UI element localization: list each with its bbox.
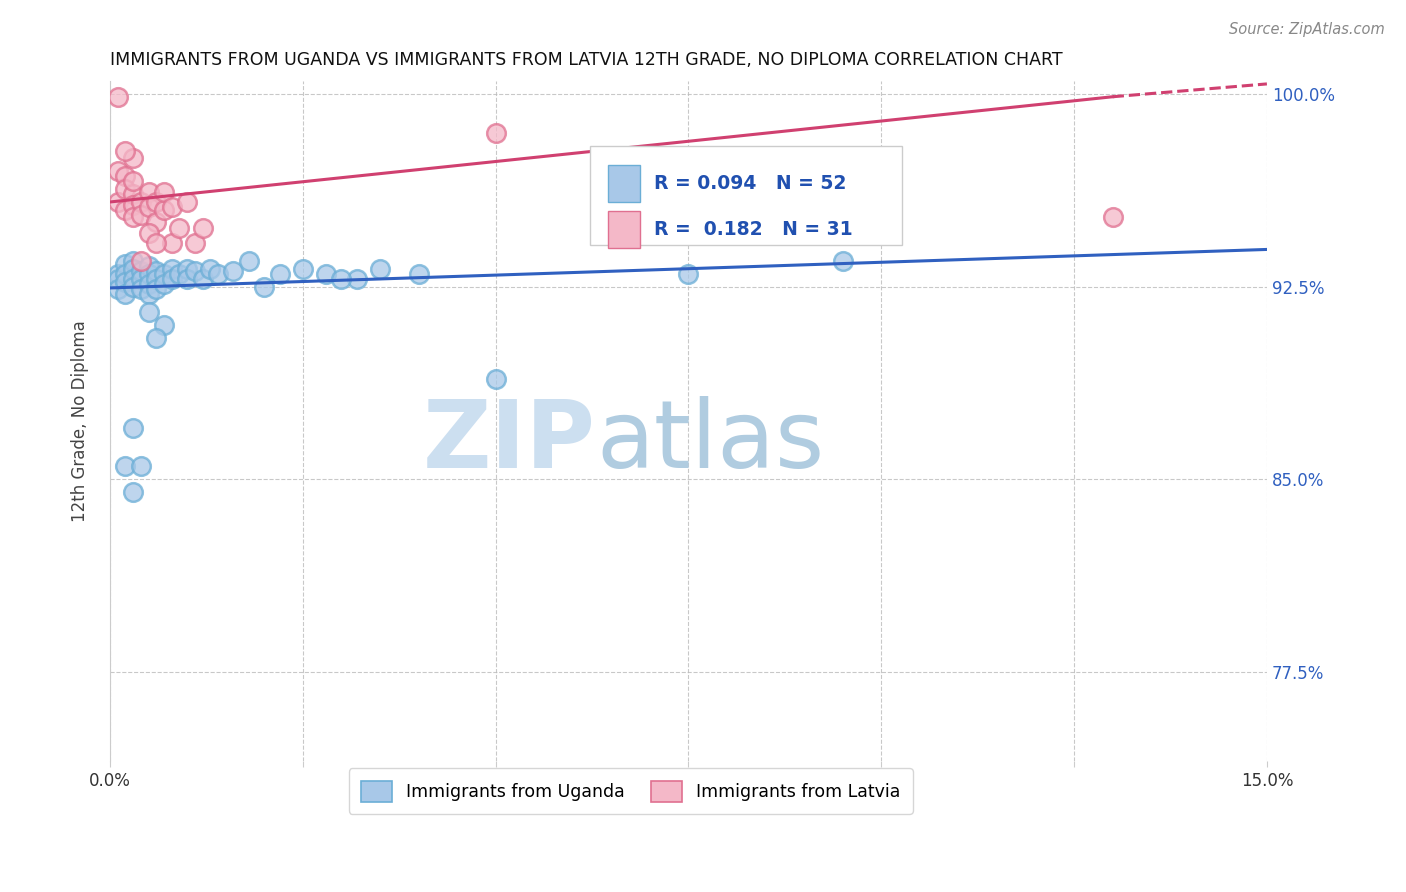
Point: [330, 272, 353, 286]
Point: [153, 277, 176, 291]
Point: [138, 287, 160, 301]
Point: [1101, 211, 1123, 225]
Point: [184, 264, 207, 278]
Point: [129, 264, 152, 278]
Point: [107, 194, 129, 209]
Point: [153, 202, 176, 217]
Point: [145, 264, 167, 278]
Point: [138, 305, 160, 319]
Point: [145, 331, 167, 345]
Point: [122, 152, 145, 166]
Point: [160, 272, 183, 286]
Point: [346, 272, 368, 286]
Point: [153, 318, 176, 333]
Point: [160, 261, 183, 276]
FancyBboxPatch shape: [607, 165, 640, 202]
Point: [169, 267, 191, 281]
Point: [160, 235, 183, 250]
Point: [122, 174, 145, 188]
Point: [122, 197, 145, 211]
Point: [122, 211, 145, 225]
Text: Source: ZipAtlas.com: Source: ZipAtlas.com: [1229, 22, 1385, 37]
Point: [368, 261, 391, 276]
Point: [176, 194, 198, 209]
Point: [485, 126, 508, 140]
Text: IMMIGRANTS FROM UGANDA VS IMMIGRANTS FROM LATVIA 12TH GRADE, NO DIPLOMA CORRELAT: IMMIGRANTS FROM UGANDA VS IMMIGRANTS FRO…: [110, 51, 1063, 69]
Point: [238, 254, 260, 268]
Point: [176, 261, 198, 276]
Point: [114, 182, 136, 196]
Point: [114, 459, 136, 474]
Text: R =  0.182   N = 31: R = 0.182 N = 31: [654, 220, 852, 239]
Point: [153, 185, 176, 199]
Point: [114, 169, 136, 184]
Point: [138, 226, 160, 240]
Point: [129, 208, 152, 222]
Point: [129, 282, 152, 296]
Point: [138, 200, 160, 214]
Point: [191, 272, 214, 286]
Point: [191, 220, 214, 235]
Point: [114, 287, 136, 301]
FancyBboxPatch shape: [591, 146, 903, 244]
Point: [831, 254, 853, 268]
Point: [114, 202, 136, 217]
Point: [291, 261, 314, 276]
Point: [122, 187, 145, 202]
Point: [184, 235, 207, 250]
Point: [485, 372, 508, 386]
Point: [122, 485, 145, 500]
Point: [145, 215, 167, 229]
Point: [176, 272, 198, 286]
Point: [207, 267, 229, 281]
Point: [253, 279, 276, 293]
Point: [122, 272, 145, 286]
FancyBboxPatch shape: [607, 211, 640, 249]
Point: [222, 264, 245, 278]
Point: [114, 256, 136, 270]
Point: [269, 267, 291, 281]
Point: [145, 194, 167, 209]
Point: [122, 261, 145, 276]
Point: [129, 194, 152, 209]
Point: [145, 282, 167, 296]
Point: [107, 267, 129, 281]
Text: R = 0.094   N = 52: R = 0.094 N = 52: [654, 174, 846, 193]
Text: ZIP: ZIP: [423, 396, 596, 488]
Point: [678, 267, 700, 281]
Point: [138, 259, 160, 273]
Point: [138, 267, 160, 281]
Point: [315, 267, 337, 281]
Point: [145, 235, 167, 250]
Point: [200, 261, 222, 276]
Point: [129, 459, 152, 474]
Point: [107, 89, 129, 103]
Point: [107, 164, 129, 178]
Point: [145, 272, 167, 286]
Legend: Immigrants from Uganda, Immigrants from Latvia: Immigrants from Uganda, Immigrants from …: [349, 769, 912, 814]
Point: [122, 279, 145, 293]
Point: [129, 254, 152, 268]
Text: atlas: atlas: [596, 396, 824, 488]
Point: [122, 421, 145, 435]
Point: [122, 254, 145, 268]
Point: [114, 275, 136, 289]
Point: [107, 272, 129, 286]
Y-axis label: 12th Grade, No Diploma: 12th Grade, No Diploma: [72, 320, 89, 522]
Point: [107, 282, 129, 296]
Point: [153, 267, 176, 281]
Point: [169, 220, 191, 235]
Point: [114, 267, 136, 281]
Point: [138, 277, 160, 291]
Point: [129, 272, 152, 286]
Point: [114, 144, 136, 158]
Point: [408, 267, 430, 281]
Point: [138, 185, 160, 199]
Point: [160, 200, 183, 214]
